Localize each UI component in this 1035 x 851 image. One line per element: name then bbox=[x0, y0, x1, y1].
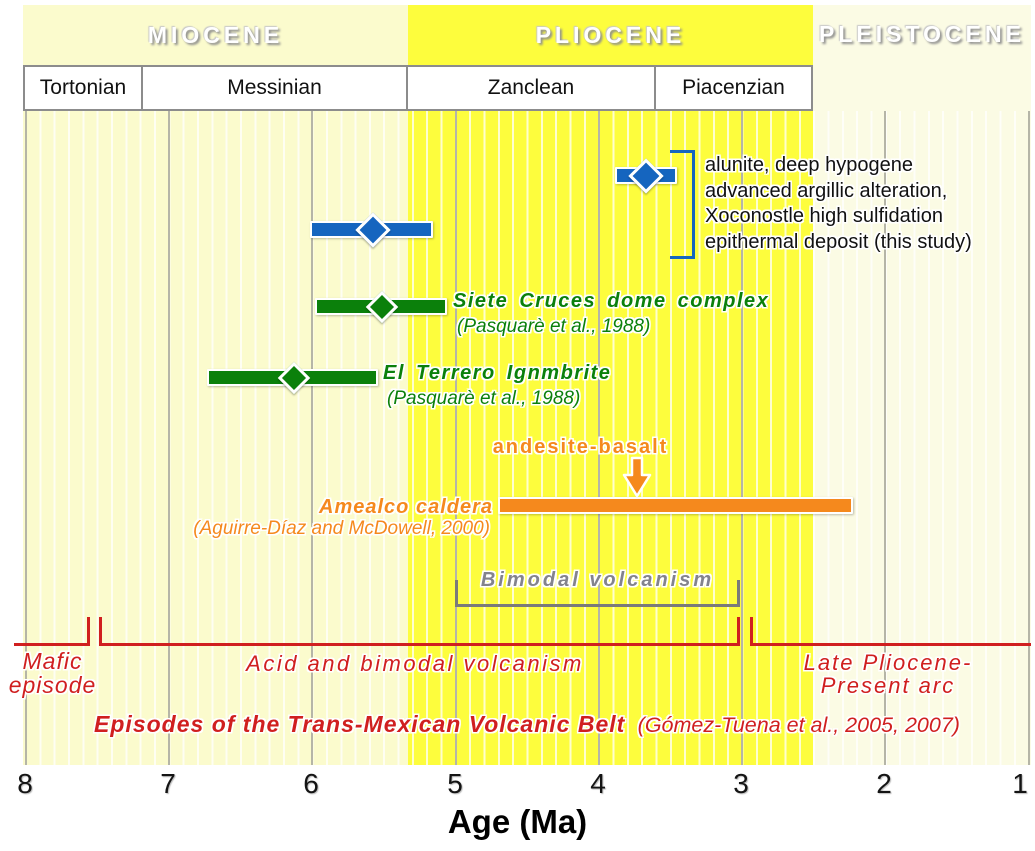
amealco-title: Amealco caldera bbox=[319, 496, 493, 518]
el-terrero-title: El Terrero Ignmbrite bbox=[383, 362, 612, 384]
gridline-8ma bbox=[25, 111, 27, 765]
xoconostle-bracket bbox=[670, 150, 695, 259]
mafic-episode-line1: Mafic bbox=[22, 648, 83, 674]
siete-cruces-citation: (Pasquarè et al., 1988) bbox=[457, 316, 651, 337]
episode-tick-1 bbox=[87, 617, 90, 646]
xoconostle-label-line2: advanced argillic alteration, bbox=[705, 179, 948, 202]
episode-tick-4 bbox=[750, 617, 753, 646]
episode-line-mafic bbox=[14, 643, 90, 646]
episode-tick-2 bbox=[99, 617, 102, 646]
bimodal-volcanism-label: Bimodal volcanism bbox=[480, 569, 715, 591]
late-pliocene-label: Late Pliocene- Present arc bbox=[788, 651, 988, 697]
bimodal-volcanism-bracket bbox=[455, 580, 740, 607]
epoch-band-miocene: MIOCENE bbox=[23, 5, 408, 65]
stage-label-zanclean: Zanclean bbox=[487, 76, 575, 99]
amealco-age-bar bbox=[498, 497, 853, 514]
axis-title: Age (Ma) bbox=[447, 803, 588, 840]
episodes-citation-text: (Gómez-Tuena et al., 2005, 2007) bbox=[637, 713, 960, 737]
gridline-3ma bbox=[741, 111, 743, 765]
plot-area: alunite, deep hypogene advanced argillic… bbox=[9, 111, 1031, 765]
stage-cell-piacenzian: Piacenzian bbox=[654, 65, 813, 111]
stage-cell-zanclean: Zanclean bbox=[406, 65, 656, 111]
episode-line-late bbox=[750, 643, 1031, 646]
xoconostle-label-line1: alunite, deep hypogene bbox=[705, 154, 913, 176]
stage-cell-messinian: Messinian bbox=[141, 65, 408, 111]
axis-tick-7: 7 bbox=[160, 768, 176, 799]
axis-tick-3: 3 bbox=[733, 768, 749, 799]
gridline-5ma bbox=[455, 111, 457, 765]
episode-tick-3 bbox=[737, 617, 740, 646]
xoconostle-label: alunite, deep hypogene advanced argillic… bbox=[705, 153, 972, 256]
mafic-episode-label: Mafic episode bbox=[0, 649, 105, 697]
siete-cruces-title: Siete Cruces dome complex bbox=[453, 290, 770, 312]
mafic-episode-line2: episode bbox=[8, 672, 97, 698]
late-pliocene-line2: Present arc bbox=[820, 673, 956, 698]
gridline-6ma bbox=[311, 111, 313, 765]
axis-tick-6: 6 bbox=[303, 768, 319, 799]
episodes-title: Episodes of the Trans-Mexican Volcanic B… bbox=[94, 711, 626, 737]
axis-tick-1: 1 bbox=[1012, 768, 1028, 799]
gridline-2ma bbox=[884, 111, 886, 765]
axis-tick-5: 5 bbox=[447, 768, 463, 799]
epoch-label-pleistocene: PLEISTOCENE bbox=[819, 21, 1025, 47]
epoch-band-pleistocene: PLEISTOCENE bbox=[813, 5, 1031, 111]
minor-gridlines bbox=[23, 111, 1031, 765]
stage-label-messinian: Messinian bbox=[227, 76, 322, 99]
gridline-7ma bbox=[168, 111, 170, 765]
episode-line-acid bbox=[99, 643, 740, 646]
amealco-citation: (Aguirre-Díaz and McDowell, 2000) bbox=[193, 518, 490, 539]
xoconostle-label-line3: Xoconostle high sulfidation bbox=[705, 205, 943, 228]
axis-tick-2: 2 bbox=[876, 768, 892, 799]
epoch-band-pliocene: PLIOCENE bbox=[408, 5, 813, 65]
episodes-title-row: Episodes of the Trans-Mexican Volcanic B… bbox=[23, 711, 1031, 738]
xoconostle-label-line4: epithermal deposit (this study) bbox=[705, 231, 972, 254]
andesite-basalt-arrow-icon bbox=[622, 456, 652, 498]
epoch-label-pliocene: PLIOCENE bbox=[535, 21, 686, 48]
epoch-label-miocene: MIOCENE bbox=[147, 21, 284, 48]
andesite-basalt-label: andesite-basalt bbox=[492, 436, 669, 458]
acid-bimodal-label: Acid and bimodal volcanism bbox=[246, 651, 584, 676]
stage-label-tortonian: Tortonian bbox=[39, 76, 127, 99]
gridline-4ma bbox=[598, 111, 600, 765]
axis-tick-4: 4 bbox=[590, 768, 606, 799]
gridline-1ma bbox=[1028, 111, 1030, 765]
stage-cell-tortonian: Tortonian bbox=[23, 65, 143, 111]
late-pliocene-line1: Late Pliocene- bbox=[803, 650, 973, 675]
stage-label-piacenzian: Piacenzian bbox=[682, 76, 785, 99]
axis-tick-8: 8 bbox=[17, 768, 33, 799]
episodes-citation: (Gómez-Tuena et al., 2005, 2007) bbox=[632, 713, 960, 737]
el-terrero-citation: (Pasquarè et al., 1988) bbox=[387, 388, 581, 409]
